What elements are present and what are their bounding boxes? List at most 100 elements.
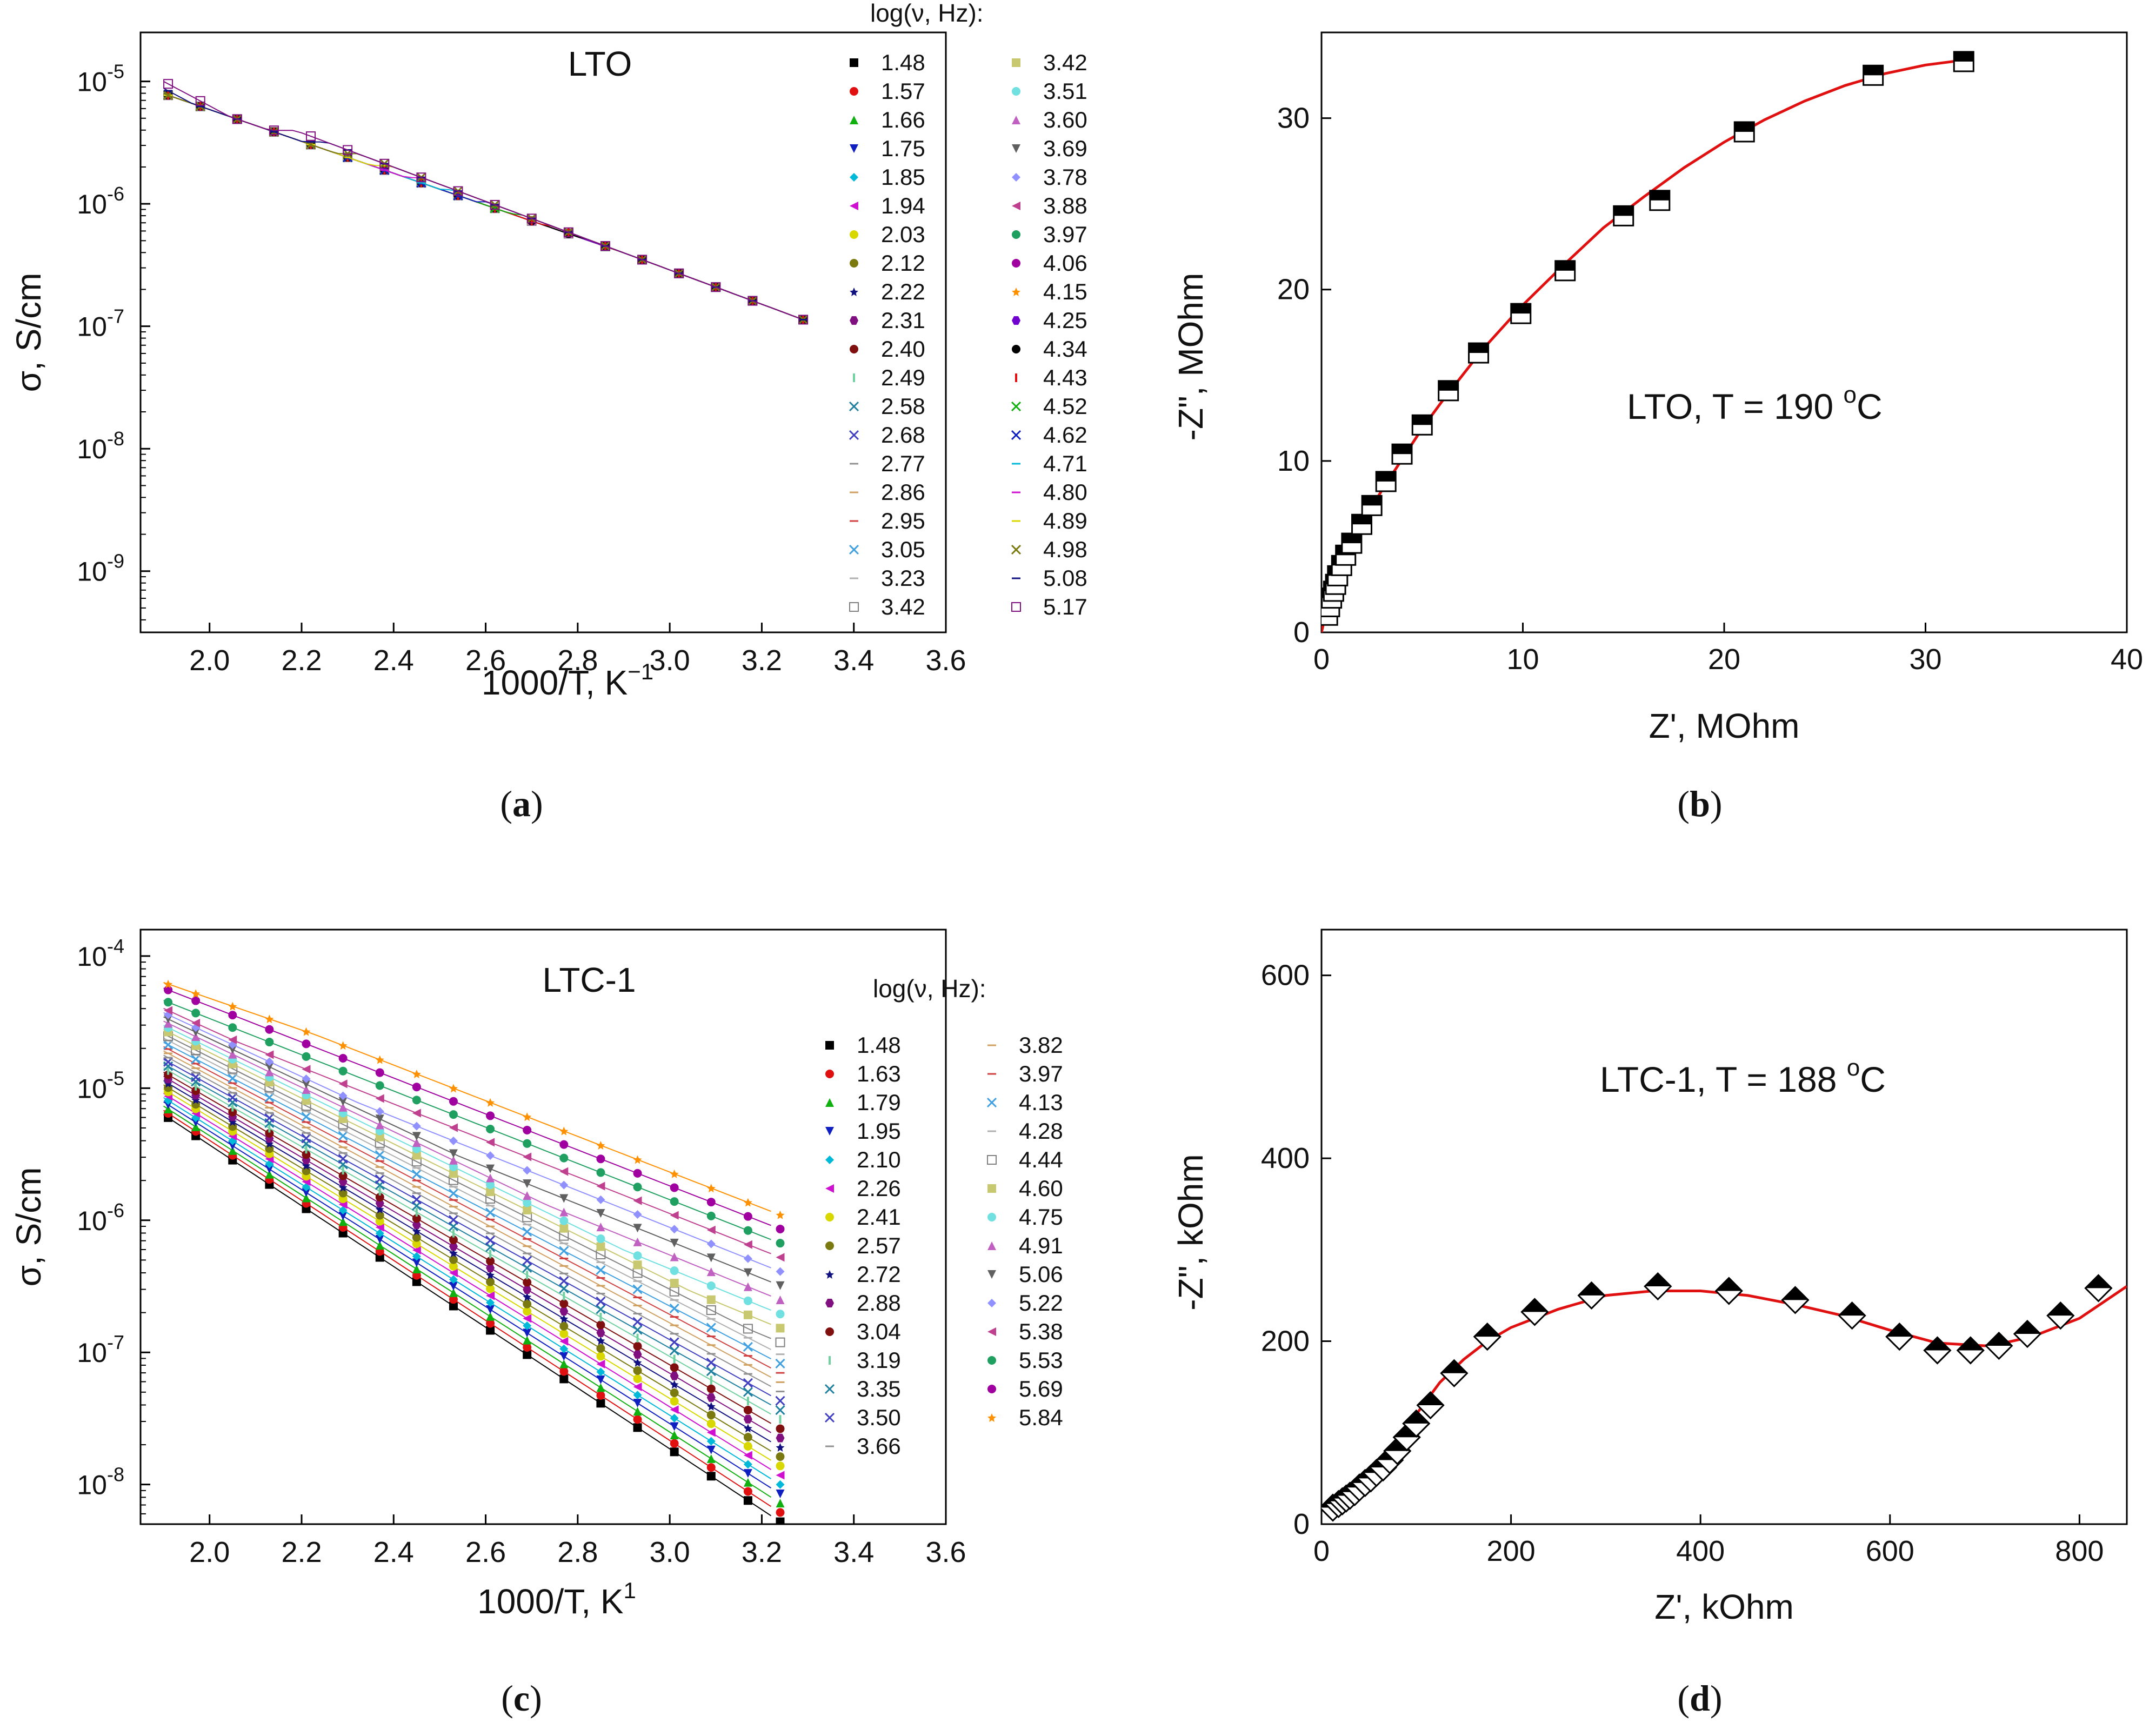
legend-symbol-a-39 — [1011, 602, 1021, 612]
data-point-d-fill-20 — [1645, 1273, 1671, 1286]
point-c-20-11 — [559, 1224, 569, 1233]
point-c-24-14 — [670, 1225, 679, 1234]
x-tick-label-c-4: 2.8 — [557, 1536, 598, 1568]
point-c-20-13 — [633, 1260, 642, 1270]
legend-label-c-24: 5.22 — [1019, 1290, 1063, 1316]
point-c-22-14 — [670, 1252, 679, 1261]
point-c-28-15 — [706, 1184, 716, 1193]
legend-symbol-a-0 — [850, 58, 858, 67]
legend-symbol-c-16 — [987, 1073, 996, 1075]
fit-line-c-3 — [163, 1101, 772, 1488]
point-c-2-2 — [228, 1146, 237, 1155]
legend-label-c-21: 4.75 — [1019, 1204, 1063, 1230]
y-tick-label-c-2: 10-6 — [77, 1199, 124, 1236]
point-c-16-9 — [486, 1218, 495, 1220]
point-c-6-11 — [559, 1329, 569, 1338]
plot-frame-d — [1320, 929, 2128, 1525]
fit-line-c-17 — [163, 1041, 771, 1359]
x-tick-label-a-3: 2.6 — [465, 644, 506, 677]
legend-symbol-c-20 — [987, 1184, 996, 1193]
point-c-28-6 — [375, 1055, 384, 1064]
point-c-1-8 — [449, 1295, 458, 1304]
point-c-1-16 — [743, 1487, 752, 1496]
point-c-2-17 — [776, 1499, 785, 1508]
legend-label-a-4: 1.85 — [881, 164, 925, 190]
axes-c: 2.0 2.2 2.4 2.6 2.8 3.0 3.2 3.4 3.610-410-510-61… — [77, 935, 966, 1568]
point-c-25-14 — [670, 1211, 679, 1220]
point-c-0-9 — [486, 1326, 495, 1335]
data-point-b-22 — [1953, 51, 1974, 72]
legend-symbol-a-11 — [853, 373, 855, 382]
legend-symbol-a-21 — [1012, 87, 1020, 96]
x-axis-label-a-main: 1000/T, K — [482, 663, 628, 702]
point-c-13-6 — [375, 1174, 385, 1184]
point-c-10-7 — [412, 1214, 421, 1223]
point-c-3-5 — [338, 1211, 348, 1220]
point-c-27-3 — [265, 1025, 274, 1034]
point-c-18-15 — [706, 1318, 716, 1320]
fit-line-a-20 — [163, 93, 799, 319]
point-c-13-15 — [706, 1358, 716, 1368]
point-c-24-6 — [375, 1107, 384, 1116]
point-c-14-12 — [596, 1292, 605, 1294]
fit-line-c-7 — [163, 1084, 772, 1452]
fit-line-c-22 — [163, 1020, 771, 1297]
legend-symbol-c-21 — [987, 1213, 996, 1221]
point-c-0-6 — [375, 1253, 384, 1262]
fit-line-a-28 — [163, 93, 799, 319]
fit-line-a-19 — [163, 93, 799, 319]
point-c-22-7 — [412, 1138, 421, 1147]
legend-label-c-11: 3.19 — [857, 1347, 901, 1373]
legend-symbol-a-10 — [850, 345, 858, 353]
legend-label-a-3: 1.75 — [881, 136, 925, 161]
chart-title-a: LTO — [568, 44, 632, 83]
fit-line-d — [1322, 1285, 2127, 1509]
point-c-15-0 — [164, 1052, 173, 1054]
point-c-23-2 — [228, 1045, 237, 1054]
fit-line-a-37 — [163, 93, 799, 319]
point-c-3-2 — [228, 1141, 237, 1150]
point-c-1-14 — [670, 1439, 679, 1448]
point-c-26-10 — [523, 1139, 532, 1148]
x-axis-label-a-sup: −1 — [628, 659, 653, 684]
point-a-39-9 — [490, 199, 500, 210]
data-point-d-fill-30 — [2085, 1275, 2112, 1288]
point-c-18-5 — [338, 1129, 348, 1131]
point-c-26-15 — [706, 1211, 716, 1220]
legend-symbol-c-18 — [987, 1130, 996, 1132]
legend-symbol-a-16 — [850, 520, 858, 522]
data-point-d-15 — [1416, 1391, 1445, 1420]
data-point-d-fill-14 — [1403, 1410, 1430, 1424]
y-tick-label-b-2: 20 — [1277, 273, 1310, 306]
fit-line-a-11 — [163, 93, 799, 319]
x-tick-label-b-2: 20 — [1708, 643, 1740, 676]
point-a-39-12 — [600, 241, 610, 251]
panel-a: 2.0 2.2 2.4 2.6 2.8 3.0 3.2 3.4 3.610-510-610-71… — [9, 0, 1087, 824]
y-tick-base-a-3: 10 — [77, 434, 107, 464]
fit-line-c-2 — [163, 1105, 772, 1498]
point-c-10-1 — [191, 1086, 201, 1096]
axes-a: 2.0 2.2 2.4 2.6 2.8 3.0 3.2 3.4 3.610-510-610-71… — [77, 61, 966, 677]
legend-label-c-0: 1.48 — [857, 1032, 901, 1058]
point-c-9-11 — [559, 1306, 569, 1316]
point-c-11-11 — [563, 1292, 565, 1301]
point-c-17-11 — [559, 1246, 569, 1256]
point-c-5-15 — [706, 1428, 716, 1437]
point-c-9-7 — [412, 1220, 421, 1230]
point-c-28-10 — [523, 1112, 532, 1121]
caption-d: (d) — [1677, 1678, 1722, 1719]
legend-label-c-6: 2.41 — [857, 1204, 901, 1230]
point-c-11-5 — [342, 1166, 344, 1175]
point-c-26-4 — [302, 1052, 311, 1061]
data-point-b-10 — [1361, 495, 1383, 516]
point-c-18-9 — [486, 1205, 495, 1207]
point-c-22-1 — [191, 1032, 201, 1041]
data-point-d-25 — [1923, 1336, 1952, 1365]
fit-line-a-36 — [163, 93, 799, 319]
fit-line-a-25 — [163, 93, 799, 319]
fit-line-a-1 — [163, 93, 799, 319]
legend-label-a-31: 4.43 — [1043, 365, 1087, 390]
plot-frame-a — [139, 31, 947, 633]
point-c-7-10 — [523, 1299, 532, 1308]
